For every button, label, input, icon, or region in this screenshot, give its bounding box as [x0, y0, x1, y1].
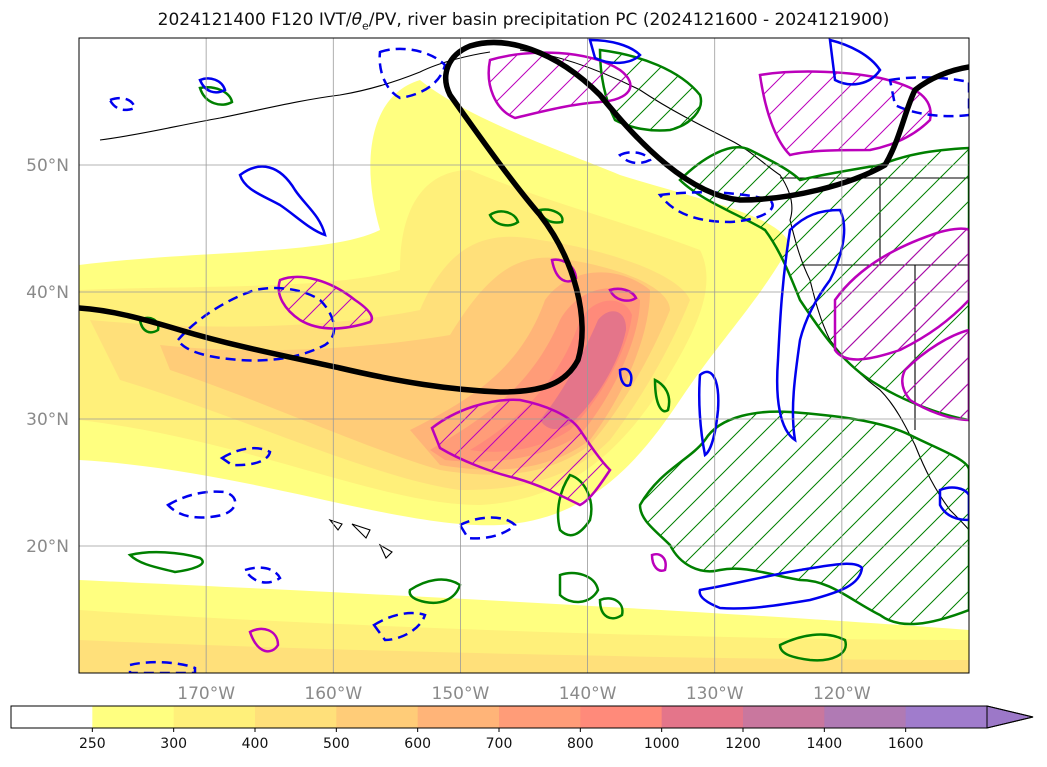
colorbar-outline: [10, 705, 1034, 729]
colorbar-label: 600: [404, 736, 431, 752]
colorbar-label: 300: [160, 736, 187, 752]
colorbar-segment: [417, 706, 500, 728]
colorbar: 250 300 400 500 600 700 800 1000 1200 1400 1600: [10, 705, 1034, 752]
lon-tick-label: 120°W: [813, 684, 871, 704]
lat-tick-label: 20°N: [26, 537, 69, 557]
lat-tick-label: 50°N: [26, 156, 69, 176]
colorbar-label: 500: [323, 736, 350, 752]
lon-tick-label: 130°W: [686, 684, 744, 704]
colorbar-label: 1600: [888, 736, 924, 752]
colorbar-label: 700: [486, 736, 513, 752]
colorbar-segment: [255, 706, 337, 728]
colorbar-label: 400: [242, 736, 269, 752]
lon-tick-label: 160°W: [304, 684, 362, 704]
map-title: 2024121400 F120 IVT/θe/PV, river basin p…: [157, 10, 890, 33]
colorbar-extend-arrow: [986, 705, 1034, 729]
precip-magenta-hatch: [248, 51, 969, 653]
colorbar-label: 800: [567, 736, 594, 752]
lon-tick-labels: 170°W 160°W 150°W 140°W 130°W 120°W: [177, 684, 871, 704]
colorbar-segment: [905, 706, 988, 728]
map-frame: [78, 37, 970, 674]
lon-tick-label: 140°W: [559, 684, 617, 704]
colorbar-label: 1200: [725, 736, 761, 752]
colorbar-segment: [499, 706, 581, 728]
lat-tick-label: 30°N: [26, 410, 69, 430]
colorbar-segment: [336, 706, 419, 728]
colorbar-segment: [11, 706, 93, 728]
grid-lat-lines: [79, 164, 969, 547]
colorbar-segment: [173, 706, 256, 728]
colorbar-label: 1400: [807, 736, 843, 752]
theta-e-contours: [79, 39, 969, 395]
lat-tick-label: 40°N: [26, 283, 69, 303]
grid-lon-lines: [205, 38, 843, 673]
lon-tick-label: 150°W: [432, 684, 490, 704]
colorbar-label: 250: [79, 736, 106, 752]
colorbar-segment: [92, 706, 175, 728]
colorbar-label: 1000: [644, 736, 680, 752]
colorbar-segment: [743, 706, 825, 728]
colorbar-segment: [661, 706, 744, 728]
lon-tick-label: 170°W: [177, 684, 235, 704]
graticule: [79, 38, 969, 673]
colorbar-segment: [824, 706, 907, 728]
lat-tick-labels: 50°N 40°N 30°N 20°N: [26, 156, 69, 557]
colorbar-segment: [580, 706, 663, 728]
